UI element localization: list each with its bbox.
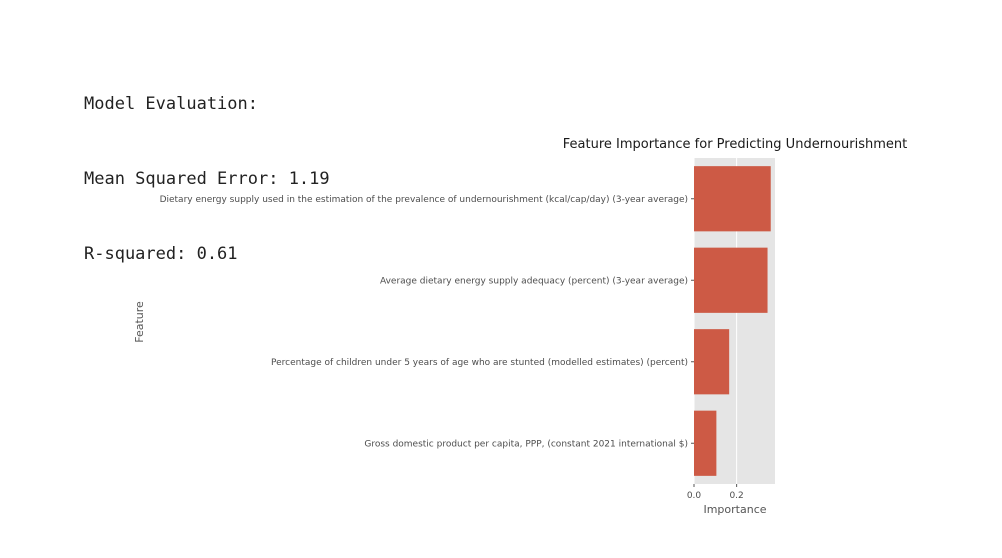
bar: [694, 247, 768, 313]
y-tick-labels: Dietary energy supply used in the estima…: [160, 195, 694, 449]
console-output: Model Evaluation: Mean Squared Error: 1.…: [84, 42, 330, 292]
bars: [694, 166, 771, 476]
evaluation-heading: Model Evaluation:: [84, 94, 258, 114]
bar: [694, 329, 730, 395]
y-tick-label: Percentage of children under 5 years of …: [271, 358, 688, 368]
y-axis-title: Feature: [133, 301, 146, 343]
r-squared-text: R-squared: 0.61: [84, 244, 238, 264]
y-tick-label: Dietary energy supply used in the estima…: [160, 195, 688, 205]
x-axis-title: Importance: [703, 503, 766, 516]
chart-title: Feature Importance for Predicting Undern…: [563, 137, 907, 152]
bar: [694, 166, 771, 232]
y-tick-label: Gross domestic product per capita, PPP, …: [364, 439, 688, 449]
y-tick-label: Average dietary energy supply adequacy (…: [380, 276, 688, 286]
x-tick-label: 0.0: [687, 491, 702, 501]
x-ticks: 0.0 0.2: [687, 484, 744, 501]
mse-text: Mean Squared Error: 1.19: [84, 169, 330, 189]
bar: [694, 410, 717, 476]
x-tick-label: 0.2: [729, 491, 743, 501]
